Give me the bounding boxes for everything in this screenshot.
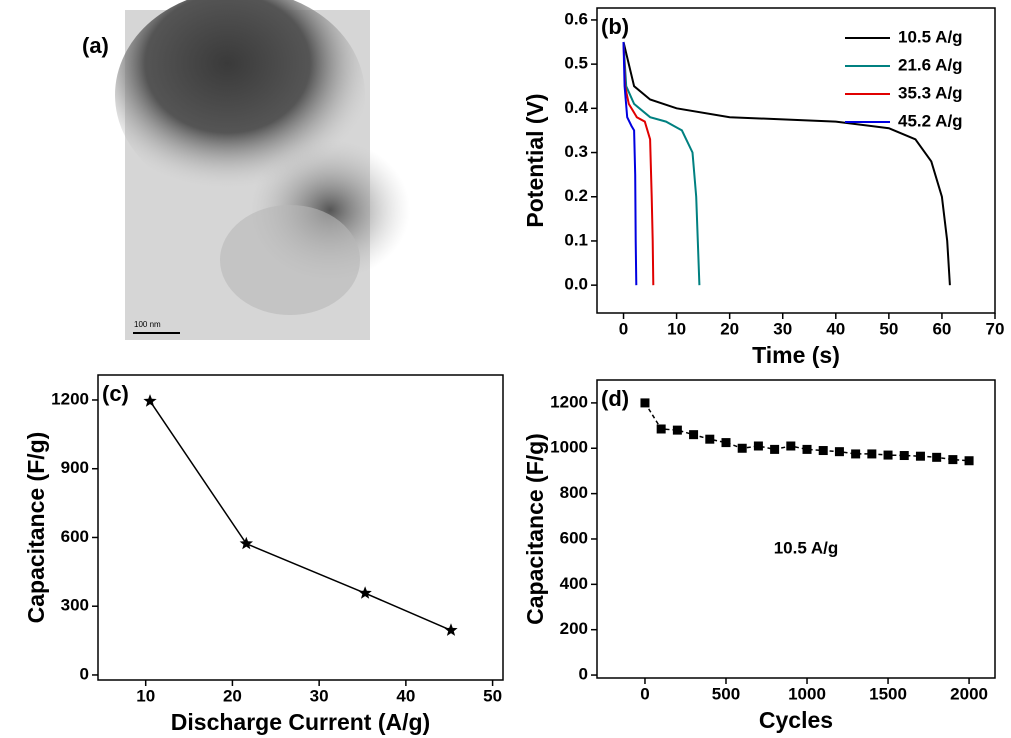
y-tick-label: 0.3 — [564, 142, 588, 161]
square-marker — [673, 426, 682, 435]
panel-label: (d) — [601, 386, 629, 411]
square-marker — [916, 452, 925, 461]
x-tick-label: 60 — [932, 319, 951, 338]
star-marker — [359, 586, 372, 599]
y-tick-label: 0 — [80, 664, 89, 683]
square-marker — [835, 447, 844, 456]
x-tick-label: 20 — [223, 686, 242, 705]
legend-label: 45.2 A/g — [898, 111, 963, 130]
x-tick-label: 50 — [879, 319, 898, 338]
image-sheet — [220, 205, 360, 315]
legend-label: 10.5 A/g — [898, 27, 963, 46]
y-tick-label: 900 — [61, 458, 89, 477]
square-marker — [689, 430, 698, 439]
square-marker — [640, 398, 649, 407]
x-tick-label: 40 — [826, 319, 845, 338]
panel-label: (b) — [601, 14, 629, 39]
legend-label: 21.6 A/g — [898, 55, 963, 74]
y-tick-label: 400 — [560, 574, 588, 593]
y-axis-label: Capacitance (F/g) — [522, 433, 548, 625]
x-axis-label: Cycles — [759, 707, 833, 733]
square-marker — [705, 435, 714, 444]
y-tick-label: 600 — [61, 527, 89, 546]
y-tick-label: 300 — [61, 596, 89, 615]
plot-frame — [98, 375, 503, 680]
y-tick-label: 1200 — [51, 389, 89, 408]
annotation: 10.5 A/g — [774, 538, 839, 557]
star-marker — [444, 623, 457, 636]
x-tick-label: 70 — [986, 319, 1005, 338]
y-axis-label: Capacitance (F/g) — [23, 432, 49, 624]
y-tick-label: 800 — [560, 483, 588, 502]
legend-label: 35.3 A/g — [898, 83, 963, 102]
x-tick-label: 500 — [712, 684, 740, 703]
square-marker — [851, 449, 860, 458]
square-marker — [900, 451, 909, 460]
square-marker — [932, 453, 941, 462]
y-tick-label: 0.4 — [564, 98, 588, 117]
y-tick-label: 600 — [560, 528, 588, 547]
square-marker — [738, 444, 747, 453]
x-tick-label: 20 — [720, 319, 739, 338]
y-tick-label: 0.6 — [564, 9, 588, 28]
square-marker — [754, 441, 763, 450]
square-marker — [803, 445, 812, 454]
panel-label: (a) — [82, 33, 109, 58]
square-marker — [770, 445, 779, 454]
square-marker — [657, 424, 666, 433]
panel-label: (c) — [102, 381, 129, 406]
x-tick-label: 1000 — [788, 684, 826, 703]
square-marker — [884, 451, 893, 460]
y-tick-label: 0.2 — [564, 186, 588, 205]
x-tick-label: 40 — [396, 686, 415, 705]
y-tick-label: 0 — [579, 665, 588, 684]
square-marker — [867, 449, 876, 458]
square-marker — [965, 456, 974, 465]
square-marker — [786, 441, 795, 450]
x-tick-label: 50 — [483, 686, 502, 705]
x-tick-label: 0 — [619, 319, 628, 338]
scale-bar-label: 100 nm — [134, 320, 161, 329]
y-tick-label: 200 — [560, 619, 588, 638]
square-marker — [721, 438, 730, 447]
x-tick-label: 30 — [310, 686, 329, 705]
x-tick-label: 10 — [136, 686, 155, 705]
y-tick-label: 1000 — [550, 438, 588, 457]
y-tick-label: 0.1 — [564, 230, 588, 249]
series-line — [624, 42, 654, 285]
x-axis-label: Time (s) — [752, 342, 840, 368]
square-marker — [948, 455, 957, 464]
square-marker — [819, 446, 828, 455]
plot-frame — [597, 8, 995, 313]
x-tick-label: 30 — [773, 319, 792, 338]
star-marker — [143, 394, 156, 407]
tem-image: 100 nm — [115, 0, 410, 340]
x-tick-label: 1500 — [869, 684, 907, 703]
figure: 100 nm (a) 0 10 20 30 40 50 60 70 0.0 0.1 0.2 0.3 0.… — [0, 0, 1011, 738]
y-tick-label: 0.0 — [564, 275, 588, 294]
x-tick-label: 2000 — [950, 684, 988, 703]
x-axis-label: Discharge Current (A/g) — [171, 709, 430, 735]
y-tick-label: 0.5 — [564, 54, 588, 73]
y-tick-label: 1200 — [550, 392, 588, 411]
series-line — [150, 401, 451, 630]
y-axis-label: Potential (V) — [522, 93, 548, 227]
x-tick-label: 10 — [667, 319, 686, 338]
x-tick-label: 0 — [640, 684, 649, 703]
series-line — [624, 42, 950, 285]
star-marker — [240, 537, 253, 550]
